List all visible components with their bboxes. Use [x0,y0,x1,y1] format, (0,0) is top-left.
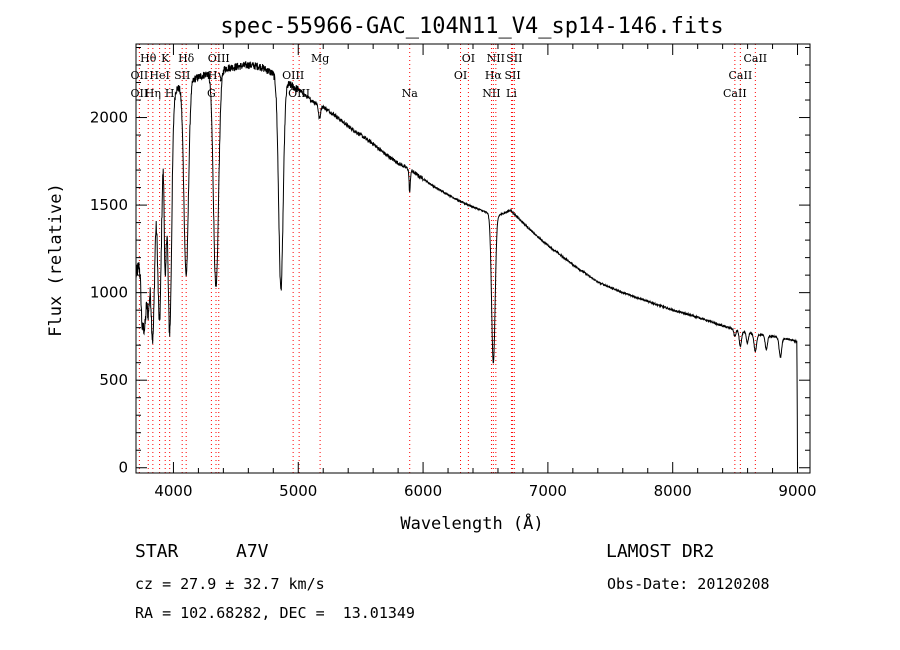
marker-label: SII [506,52,522,65]
spectrum-line [135,61,798,468]
x-tick-label: 7000 [529,482,567,500]
marker-label: Hγ [208,69,225,82]
marker-label: Na [402,87,419,100]
chart-title: spec-55966-GAC_104N11_V4_sp14-146.fits [220,14,723,39]
marker-label: SII [504,69,520,82]
marker-label: G [207,87,216,100]
observation-date: Obs-Date: 20120208 [607,575,770,593]
object-class: STAR [135,541,179,562]
marker-label: CaII [743,52,767,65]
plot-frame [135,43,811,474]
marker-label: Hθ [140,52,157,65]
marker-label: Li [506,87,517,100]
redshift-value: cz = 27.9 ± 32.7 km/s [135,575,325,593]
spectral-subclass: A7V [236,541,269,562]
y-tick-label: 1500 [90,196,128,214]
y-tick-label: 2000 [90,109,128,127]
marker-label: OIII [208,52,230,65]
y-tick-label: 500 [99,371,128,389]
marker-label: NII [482,87,500,100]
marker-label: CaII [729,69,753,82]
x-tick-label: 4000 [154,482,192,500]
marker-label: OI [462,52,475,65]
marker-label: OII [131,87,149,100]
axes: 4000 5000 6000 7000 8000 9000 0 500 1000 1500 2000 [90,43,817,500]
marker-label: OI [454,69,467,82]
marker-label: OII [131,69,149,82]
marker-label: K [161,52,170,65]
x-tick-label: 5000 [279,482,317,500]
y-tick-label: 1000 [90,284,128,302]
marker-label: Hα [485,69,503,82]
marker-label: CaII [723,87,747,100]
marker-label: OIII [282,69,304,82]
x-tick-label: 9000 [778,482,816,500]
x-tick-label: 6000 [404,482,442,500]
marker-label: H [165,87,175,100]
x-axis-label: Wavelength (Å) [400,512,543,534]
marker-label: HeI [149,69,169,82]
survey-name: LAMOST DR2 [606,541,715,562]
marker-label: Hη [145,87,161,100]
marker-label: NII [487,52,505,65]
marker-label: Mg [311,52,329,65]
marker-label: SII [174,69,190,82]
y-tick-label: 0 [118,459,128,477]
sky-coordinates: RA = 102.68282, DEC = 13.01349 [135,604,415,622]
spectrum-series [135,61,798,468]
y-axis-label: Flux (relative) [46,183,66,337]
x-tick-label: 8000 [654,482,692,500]
marker-label: Hδ [178,52,195,65]
